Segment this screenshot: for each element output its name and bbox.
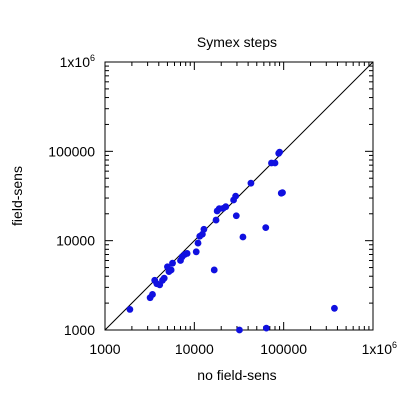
data-point (262, 324, 270, 332)
y-axis-label: field-sens (9, 166, 25, 226)
data-point (262, 224, 270, 232)
data-point (126, 306, 134, 313)
y-tick-label: 10000 (56, 233, 95, 249)
x-tick-label: 1000 (89, 341, 120, 357)
x-tick-label: 1x106 (362, 340, 397, 357)
x-tick-label: 100000 (260, 341, 307, 357)
data-point (169, 259, 176, 267)
x-axis-label: no field-sens (197, 367, 276, 383)
data-point (271, 159, 279, 167)
y-tick-label: 1000 (64, 322, 95, 338)
data-points (126, 148, 338, 334)
data-point (331, 304, 338, 312)
y-tick-label: 1x106 (60, 53, 95, 70)
data-point (149, 291, 156, 298)
data-point (212, 216, 220, 224)
data-point (192, 248, 200, 256)
data-point (279, 189, 286, 197)
x-axis: 1000 10000 100000 1x106 (89, 62, 397, 357)
data-point (194, 239, 202, 247)
data-point (222, 203, 230, 211)
data-point (210, 266, 218, 274)
data-point (276, 148, 283, 156)
data-point (239, 233, 247, 241)
data-point (247, 179, 255, 187)
data-point (160, 274, 168, 282)
y-tick-label: 100000 (48, 143, 95, 159)
data-point (232, 212, 240, 220)
y-axis: 1000 10000 100000 1x106 (48, 53, 373, 338)
data-point (200, 225, 208, 233)
data-point (167, 266, 175, 274)
x-tick-label: 10000 (175, 341, 214, 357)
data-point (232, 192, 240, 200)
data-point (183, 250, 191, 257)
chart-title: Symex steps (197, 34, 277, 50)
data-point (236, 326, 243, 334)
